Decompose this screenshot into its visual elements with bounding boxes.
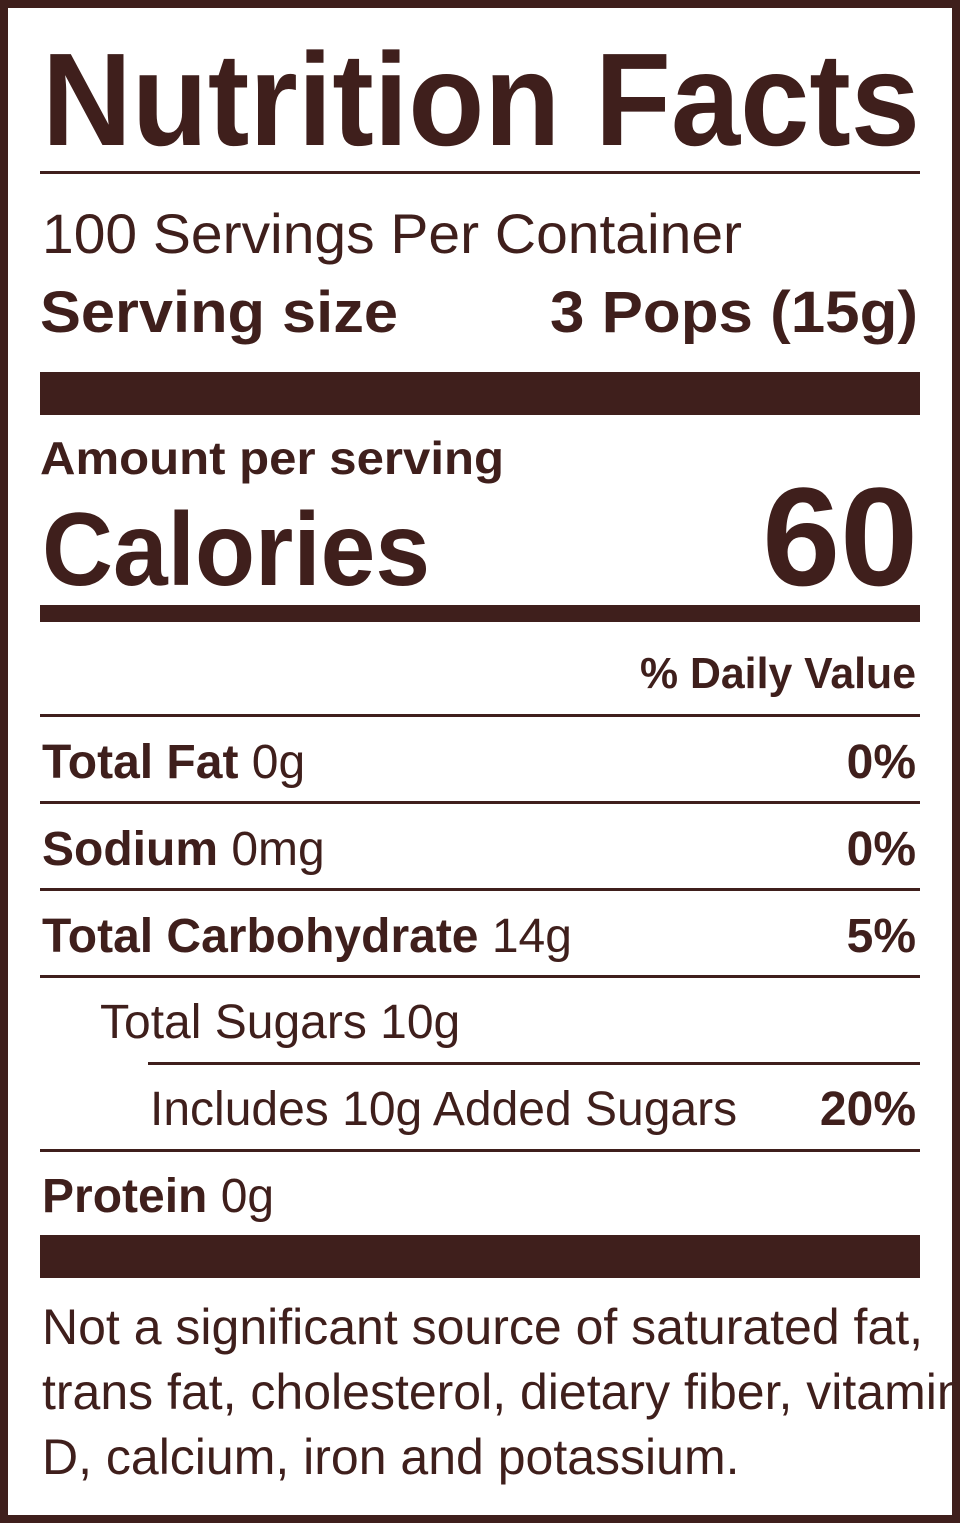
nutrient-row: Total Carbohydrate 14g [42, 910, 572, 963]
title: Nutrition Facts [42, 26, 920, 173]
rule [40, 975, 920, 978]
rule [40, 888, 920, 891]
rule [40, 171, 920, 174]
footnote-line: D, calcium, iron and potassium. [42, 1429, 740, 1485]
thick-rule [40, 372, 920, 415]
rule [40, 714, 920, 717]
nutrient-name: Total Carbohydrate [42, 910, 479, 963]
footnote-line: Not a significant source of saturated fa… [42, 1299, 923, 1355]
rule [148, 1062, 920, 1065]
nutrient-amount: 0g [252, 736, 305, 789]
nutrient-row: Total Fat 0g [42, 736, 305, 789]
nutrient-row: Sodium 0mg [42, 823, 325, 876]
nutrient-amount: 0mg [231, 823, 324, 876]
nutrient-amount: 0g [221, 1170, 274, 1223]
amount-per-serving: Amount per serving [40, 432, 504, 484]
nutrient-name: Protein [42, 1170, 207, 1223]
thick-rule [40, 1235, 920, 1278]
rule [40, 1149, 920, 1152]
nutrient-amount: 14g [492, 910, 572, 963]
nutrient-name: Includes 10g Added Sugars [150, 1083, 737, 1136]
serving-size-label: Serving size [40, 280, 398, 345]
servings: 100 Servings Per Container [42, 202, 742, 265]
calories-value: 60 [762, 458, 918, 615]
calories-label: Calories [42, 492, 430, 608]
nutrient-dv: 0% [847, 823, 916, 876]
nutrient-dv: 20% [820, 1083, 916, 1136]
rule [40, 801, 920, 804]
medium-rule [40, 605, 920, 622]
nutrient-dv: 0% [847, 736, 916, 789]
daily-value-header: % Daily Value [640, 649, 916, 698]
nutrient-name: Total Sugars 10g [100, 996, 460, 1049]
nutrient-row: Protein 0g [42, 1170, 274, 1223]
nutrient-dv: 5% [847, 910, 916, 963]
serving-size-value: 3 Pops (15g) [550, 280, 918, 345]
nutrient-name: Total Fat [42, 736, 238, 789]
nutrient-name: Sodium [42, 823, 218, 876]
footnote-line: trans fat, cholesterol, dietary fiber, v… [42, 1364, 960, 1420]
